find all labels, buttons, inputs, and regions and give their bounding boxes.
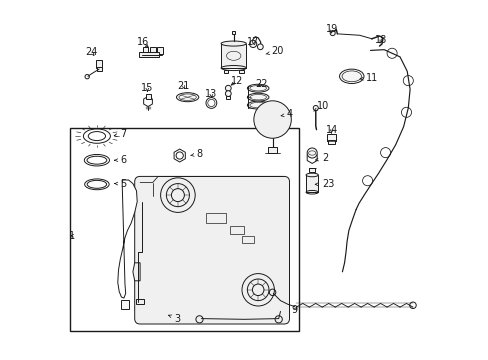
Text: 11: 11 bbox=[359, 73, 377, 83]
Text: 6: 6 bbox=[114, 155, 126, 165]
Text: 13: 13 bbox=[205, 89, 217, 99]
Bar bbox=[328, 140, 334, 144]
Ellipse shape bbox=[247, 101, 268, 109]
Circle shape bbox=[225, 85, 231, 91]
Bar bbox=[223, 70, 227, 73]
Polygon shape bbox=[133, 263, 140, 281]
Bar bbox=[96, 67, 102, 71]
Bar bbox=[231, 31, 235, 34]
Bar bbox=[205, 213, 225, 223]
Ellipse shape bbox=[247, 93, 268, 101]
Bar bbox=[142, 47, 148, 54]
Bar bbox=[149, 47, 155, 54]
Text: 4: 4 bbox=[281, 109, 292, 120]
Ellipse shape bbox=[339, 69, 363, 84]
Circle shape bbox=[249, 40, 256, 48]
Circle shape bbox=[313, 105, 318, 111]
Text: 18: 18 bbox=[374, 35, 386, 45]
Text: 20: 20 bbox=[265, 46, 284, 56]
Bar bbox=[308, 168, 315, 172]
Text: 5: 5 bbox=[114, 179, 126, 189]
Polygon shape bbox=[306, 152, 317, 163]
Text: 9: 9 bbox=[291, 305, 297, 315]
Circle shape bbox=[225, 91, 231, 96]
Text: 19: 19 bbox=[325, 24, 338, 34]
Text: 12: 12 bbox=[230, 76, 243, 86]
Bar bbox=[96, 60, 102, 68]
FancyBboxPatch shape bbox=[134, 176, 289, 324]
Text: 21: 21 bbox=[177, 81, 189, 91]
Text: 14: 14 bbox=[325, 125, 337, 135]
Text: 1: 1 bbox=[69, 231, 75, 241]
Circle shape bbox=[306, 148, 317, 158]
Bar bbox=[230, 226, 244, 234]
Text: 15: 15 bbox=[141, 83, 153, 93]
Bar bbox=[121, 300, 129, 310]
Polygon shape bbox=[174, 149, 185, 162]
Text: 24: 24 bbox=[85, 47, 98, 57]
Circle shape bbox=[257, 44, 263, 50]
Bar bbox=[267, 147, 277, 153]
Bar bbox=[139, 52, 159, 57]
Text: 16: 16 bbox=[137, 37, 149, 48]
Bar bbox=[226, 96, 230, 99]
Bar bbox=[326, 134, 336, 141]
Bar bbox=[239, 70, 244, 73]
Bar bbox=[221, 44, 246, 68]
Ellipse shape bbox=[176, 93, 199, 102]
Text: 22: 22 bbox=[255, 78, 267, 89]
Bar bbox=[305, 175, 318, 192]
Text: 17: 17 bbox=[247, 37, 259, 47]
Text: 8: 8 bbox=[190, 149, 203, 159]
Ellipse shape bbox=[247, 84, 268, 92]
Bar bbox=[70, 128, 298, 331]
Bar bbox=[242, 236, 253, 243]
Polygon shape bbox=[143, 96, 152, 107]
Bar bbox=[136, 299, 144, 305]
Text: 3: 3 bbox=[168, 314, 180, 324]
Text: 10: 10 bbox=[313, 101, 328, 111]
Polygon shape bbox=[118, 180, 137, 298]
Text: 7: 7 bbox=[114, 129, 126, 139]
Bar bbox=[145, 94, 150, 99]
Circle shape bbox=[329, 31, 335, 36]
Bar bbox=[157, 47, 163, 54]
Ellipse shape bbox=[305, 173, 318, 177]
Text: 23: 23 bbox=[315, 179, 334, 189]
Text: 2: 2 bbox=[315, 153, 327, 163]
Circle shape bbox=[253, 101, 291, 138]
Ellipse shape bbox=[221, 41, 246, 46]
